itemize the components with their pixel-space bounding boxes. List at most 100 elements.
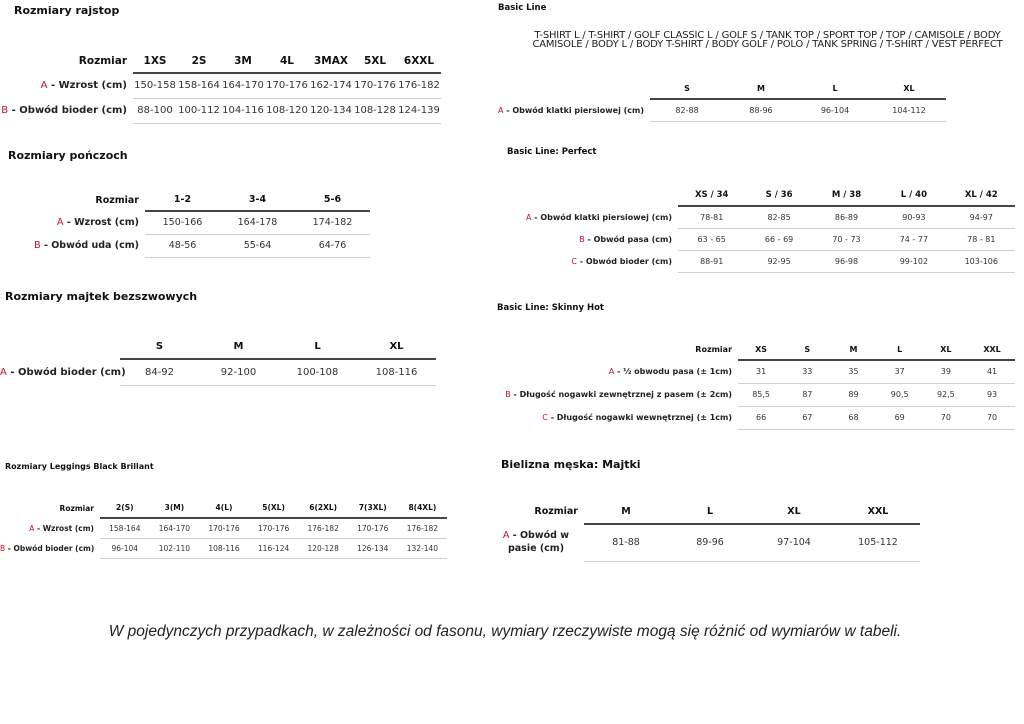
size-value-cell: 164-170: [149, 518, 200, 539]
measurement-label: A - Obwód bioder (cm): [0, 359, 126, 385]
table-row: A - ½ obwodu pasa (± 1cm) 31 33 35 37 39 41: [494, 360, 1016, 384]
size-value-cell: 126-134: [347, 538, 398, 559]
measurement-letter: A: [57, 217, 64, 228]
size-column-header: L: [278, 334, 357, 360]
size-value-cell: 170-176: [248, 518, 299, 539]
size-value-cell: 116-124: [248, 538, 299, 559]
size-column-header: 6(2XL): [298, 498, 348, 519]
size-column-header: 3M: [221, 49, 265, 74]
size-value-cell: 82-85: [745, 206, 813, 229]
size-value-cell: 84-92: [120, 359, 199, 386]
size-column-header: XXL: [836, 499, 920, 525]
measurement-letter: A: [29, 523, 35, 533]
size-value-cell: 88-96: [724, 99, 798, 122]
size-value-cell: 108-120: [265, 98, 309, 124]
size-column-header: XL: [357, 334, 436, 360]
size-table: S M L XL A - Obwód klatki piersiowej (cm) 82-…: [494, 78, 946, 122]
measurement-letter: C: [571, 256, 577, 266]
measurement-label: A - Obwód w pasie (cm): [494, 524, 584, 561]
size-column-header: S: [120, 334, 199, 360]
size-value-cell: 67: [784, 406, 831, 430]
size-value-cell: 81-88: [584, 524, 668, 562]
size-column-header: 7(3XL): [347, 498, 398, 519]
size-value-cell: 66: [738, 406, 785, 430]
measurement-label: B - Obwód pasa (cm): [494, 228, 678, 250]
size-value-cell: 92-100: [199, 359, 278, 386]
measurement-name: - ½ obwodu pasa (± 1cm): [617, 367, 733, 376]
size-column-header: S: [784, 339, 831, 361]
size-column-header: M / 38: [812, 184, 881, 207]
title-ponczoch: Rozmiary pończoch: [8, 149, 128, 162]
size-value-cell: 85,5: [738, 383, 785, 407]
measurement-name: - Długość nogawki wewnętrznej (± 1cm): [550, 413, 733, 422]
measurement-label: A - ½ obwodu pasa (± 1cm): [494, 360, 738, 383]
size-value-cell: 108-128: [353, 98, 397, 124]
measurement-letter: B: [579, 234, 585, 244]
size-column-header: 5(XL): [248, 498, 299, 519]
size-column-header: 4(L): [199, 498, 249, 519]
table-row: A - Obwód bioder (cm) 84-92 92-100 100-108 1…: [0, 359, 436, 386]
measurement-label: B - Długość nogawki zewnętrznej z pasem …: [494, 383, 738, 406]
size-table: Rozmiar M L XL XXL A - Obwód w pasie (cm) 81-8…: [494, 499, 920, 562]
size-value-cell: 48-56: [145, 234, 220, 258]
size-column-header: S: [650, 78, 724, 100]
table-header-row: XS / 34 S / 36 M / 38 L / 40 XL / 42: [494, 184, 1015, 207]
measurement-letter: A: [0, 366, 7, 378]
size-value-cell: 89-96: [668, 524, 752, 562]
table-row: B - Długość nogawki zewnętrznej z pasem …: [494, 383, 1016, 407]
size-column-header: 3MAX: [309, 49, 353, 74]
size-value-cell: 164-170: [221, 73, 265, 99]
measurement-label: B - Obwód bioder (cm): [0, 538, 100, 558]
size-value-cell: 100-108: [278, 359, 357, 386]
measurement-letter: B: [1, 105, 9, 116]
size-value-cell: 97-104: [752, 524, 836, 562]
size-column-header: XXL: [968, 339, 1016, 361]
size-value-cell: 90-93: [880, 206, 948, 229]
table-row: A - Wzrost (cm) 150-166 164-178 174-182: [0, 211, 370, 235]
size-value-cell: 170-176: [199, 518, 249, 539]
size-value-cell: 150-158: [133, 73, 177, 99]
size-column-header: S / 36: [745, 184, 813, 207]
size-column-header: L / 40: [880, 184, 948, 207]
size-table: XS / 34 S / 36 M / 38 L / 40 XL / 42 A - Obwó…: [494, 184, 1015, 273]
measurement-letter: A: [608, 367, 615, 376]
measurement-name: - Obwód klatki piersiowej (cm): [534, 212, 673, 222]
size-column-header: M: [584, 499, 668, 525]
size-value-cell: 94-97: [947, 206, 1015, 229]
size-value-cell: 90,5: [876, 383, 923, 407]
size-value-cell: 68: [830, 406, 877, 430]
size-table: S M L XL A - Obwód bioder (cm) 84-92 92-100 100…: [0, 334, 436, 386]
header-label: Rozmiar: [534, 506, 578, 517]
measurement-label: A - Obwód klatki piersiowej (cm): [494, 99, 650, 121]
size-column-header: XS: [738, 339, 785, 361]
size-column-header: 1-2: [145, 189, 220, 212]
size-value-cell: 70: [922, 406, 969, 430]
size-column-header: 8(4XL): [397, 498, 448, 519]
size-value-cell: 69: [876, 406, 923, 430]
measurement-letter: A: [497, 105, 504, 115]
table-row: B - Obwód bioder (cm) 96-104 102-110 108-11…: [0, 538, 448, 559]
size-column-header: XL: [872, 78, 946, 100]
size-column-header: 3-4: [220, 189, 295, 212]
size-value-cell: 100-112: [177, 98, 221, 124]
measurement-name: - Wzrost (cm): [66, 217, 139, 228]
size-column-header: M: [199, 334, 278, 360]
measurement-label: B - Obwód uda (cm): [0, 234, 145, 257]
measurement-label: A - Wzrost (cm): [0, 211, 145, 234]
table-header-row: Rozmiar 2(S) 3(M) 4(L) 5(XL) 6(2XL) 7(3XL) 8(4X…: [0, 498, 448, 519]
measurement-name: - Obwód w pasie (cm): [507, 529, 570, 554]
size-value-cell: 176-182: [397, 73, 441, 99]
size-column-header: XS / 34: [678, 184, 746, 207]
size-column-header: M: [724, 78, 798, 100]
measurement-name: - Obwód uda (cm): [43, 240, 139, 251]
size-value-cell: 96-98: [812, 250, 881, 273]
table-row: B - Obwód pasa (cm) 63 - 65 66 - 69 70 - 73…: [494, 228, 1015, 251]
size-value-cell: 105-112: [836, 524, 920, 562]
table-majtek: S M L XL A - Obwód bioder (cm) 84-92 92-100 100…: [0, 334, 436, 386]
size-value-cell: 70 - 73: [812, 228, 881, 251]
table-header-row: Rozmiar 1-2 3-4 5-6: [0, 189, 370, 212]
size-value-cell: 176-182: [298, 518, 348, 539]
size-table: Rozmiar 1-2 3-4 5-6 A - Wzrost (cm) 150-166 16…: [0, 189, 370, 258]
table-perfect: XS / 34 S / 36 M / 38 L / 40 XL / 42 A - Obwó…: [494, 184, 1015, 273]
size-value-cell: 63 - 65: [678, 228, 746, 251]
